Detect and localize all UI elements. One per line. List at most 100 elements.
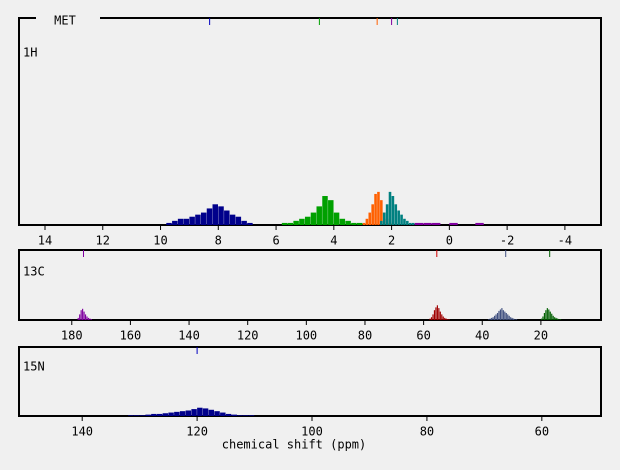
histogram-bar <box>322 196 328 225</box>
histogram-bar <box>208 409 215 416</box>
histogram-bar <box>510 317 512 320</box>
histogram-bar <box>156 413 163 416</box>
histogram-bar <box>183 218 190 225</box>
x-tick-label: 60 <box>535 425 549 439</box>
x-tick-label: 0 <box>446 234 453 248</box>
histogram-bar <box>447 319 449 320</box>
histogram-bar <box>394 204 398 225</box>
histogram-bar <box>438 308 440 320</box>
histogram-bar <box>501 308 503 320</box>
histogram-bar <box>377 191 380 225</box>
panel-frame <box>18 17 602 226</box>
histogram-bar <box>365 218 369 225</box>
histogram-bar <box>382 212 386 225</box>
x-tick-label: 12 <box>96 234 110 248</box>
histogram-bar <box>543 313 545 320</box>
histogram-bar <box>166 222 172 225</box>
histogram-bar <box>429 318 431 320</box>
histogram-bar <box>448 319 450 320</box>
histogram-bar <box>225 413 232 416</box>
histogram-bar <box>502 310 504 320</box>
histogram-bar <box>414 222 424 225</box>
histogram-bar <box>316 206 322 225</box>
histogram-bar <box>362 222 366 225</box>
histogram-bar <box>224 210 230 225</box>
histogram-bar <box>168 412 174 416</box>
histogram-bar <box>408 222 412 225</box>
histogram-bar <box>218 206 224 225</box>
histogram-bar <box>86 316 88 320</box>
histogram-bar <box>557 318 559 320</box>
x-tick-label: 180 <box>61 329 83 343</box>
histogram-bar <box>388 191 392 225</box>
histogram-bar <box>400 214 403 225</box>
histogram-bar <box>435 307 437 320</box>
histogram-bar <box>304 216 311 225</box>
histogram-bar <box>380 200 383 225</box>
histogram-bar <box>80 310 82 320</box>
panel-frame <box>18 249 602 321</box>
histogram-bar <box>496 313 499 320</box>
histogram-bar <box>287 222 294 225</box>
histogram-bar <box>229 214 236 225</box>
histogram-bar <box>339 218 346 225</box>
histogram-bar <box>493 315 496 320</box>
histogram-bar <box>179 411 186 416</box>
histogram-bar <box>423 222 432 225</box>
histogram-bar <box>449 222 458 225</box>
histogram-bar <box>430 317 433 320</box>
histogram-bar <box>504 311 506 320</box>
x-tick-label: 14 <box>38 234 52 248</box>
x-tick-label: 40 <box>475 329 489 343</box>
histogram-bar <box>432 222 441 225</box>
histogram-bar <box>397 210 400 225</box>
histogram-bar <box>505 313 507 320</box>
histogram-bar <box>542 316 544 320</box>
histogram-bar <box>195 214 201 225</box>
histogram-bar <box>145 414 151 416</box>
histogram-bar <box>128 415 134 416</box>
histogram-bar <box>231 414 238 416</box>
histogram-bar <box>247 222 253 225</box>
histogram-bar <box>83 311 85 320</box>
histogram-bar <box>444 317 446 320</box>
histogram-bar <box>151 413 157 416</box>
histogram-bar <box>281 222 288 225</box>
histogram-bar <box>200 212 207 225</box>
x-tick-label: 6 <box>272 234 279 248</box>
histogram-bar <box>328 200 334 225</box>
histogram-bar <box>511 317 513 320</box>
histogram-bar <box>554 317 556 320</box>
histogram-bar <box>243 415 249 416</box>
histogram-bar <box>406 220 409 225</box>
x-tick-label: 120 <box>237 329 259 343</box>
histogram-bar <box>368 212 372 225</box>
histogram-bar <box>189 216 195 225</box>
histogram-bar <box>433 310 436 320</box>
histogram-bar <box>432 314 434 320</box>
histogram-bar <box>488 319 490 320</box>
histogram-bar <box>491 317 493 320</box>
histogram-bar <box>84 314 87 320</box>
x-tick-label: 140 <box>71 425 93 439</box>
x-tick-label: 2 <box>388 234 395 248</box>
histogram-bar <box>558 319 560 320</box>
histogram-bar <box>202 408 209 416</box>
histogram-bar <box>248 415 255 416</box>
histogram-bar <box>79 314 81 320</box>
x-tick-label: 80 <box>358 329 372 343</box>
x-tick-label: 140 <box>178 329 200 343</box>
panel-label: 13C <box>23 265 45 279</box>
histogram-bar <box>436 305 438 320</box>
histogram-bar <box>475 222 484 225</box>
x-tick-label: 120 <box>186 425 208 439</box>
histogram-bar <box>445 318 447 320</box>
histogram-bar <box>237 415 243 416</box>
histogram-bar <box>515 319 518 320</box>
x-tick-label: 10 <box>153 234 167 248</box>
histogram-bar <box>356 222 363 225</box>
histogram-bar <box>235 216 242 225</box>
histogram-bar <box>507 314 509 320</box>
histogram-bar <box>545 310 547 320</box>
